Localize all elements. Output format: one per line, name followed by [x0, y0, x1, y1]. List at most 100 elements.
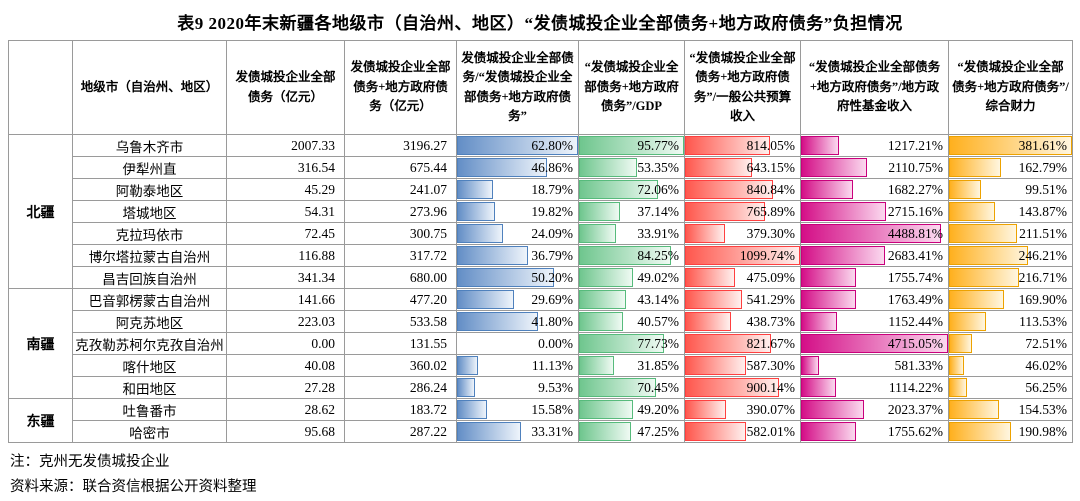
ratio-value: 1152.44%	[888, 313, 943, 329]
data-bar-gdp	[579, 378, 657, 397]
data-bar-gdp	[579, 334, 665, 353]
data-bar-fund-revenue	[801, 268, 856, 287]
ratio-value: 49.20%	[637, 401, 679, 417]
ratio-cell-comprehensive: 154.53%	[948, 398, 1073, 421]
ratio-cell-budget-revenue: 821.67%	[684, 332, 801, 355]
total-debt-cell: 131.55	[344, 332, 457, 355]
data-bar-budget-revenue	[685, 290, 742, 309]
ratio-value: 77.73%	[637, 335, 679, 351]
ratio-value: 4488.81%	[887, 225, 943, 241]
data-bar-debt-share	[457, 180, 494, 199]
ratio-value: 2683.41%	[887, 247, 943, 263]
ratio-value: 1114.22%	[888, 379, 943, 395]
city-cell: 和田地区	[72, 376, 227, 399]
ratio-value: 24.09%	[531, 225, 573, 241]
ratio-value: 581.33%	[894, 357, 943, 373]
data-bar-fund-revenue	[801, 290, 856, 309]
data-bar-debt-share	[457, 224, 504, 243]
table-row: 哈密市 95.68 287.22 33.31% 47.25% 582.01% 1755.62…	[9, 420, 1073, 443]
table-row: 南疆 巴音郭楞蒙古自治州 141.66 477.20 29.69% 43.14% 541.2…	[8, 288, 1073, 399]
data-bar-comprehensive	[949, 202, 996, 221]
debt-cell: 54.31	[226, 200, 345, 223]
debt-cell: 316.54	[226, 156, 345, 179]
ratio-cell-fund-revenue: 1682.27%	[800, 178, 949, 201]
ratio-cell-fund-revenue: 4715.05%	[800, 332, 949, 355]
debt-cell: 116.88	[226, 244, 345, 267]
ratio-cell-gdp: 37.14%	[578, 200, 685, 223]
data-bar-budget-revenue	[685, 422, 746, 441]
ratio-value: 438.73%	[746, 313, 795, 329]
ratio-cell-fund-revenue: 1152.44%	[800, 310, 949, 333]
data-bar-fund-revenue	[801, 422, 856, 441]
data-bar-debt-share	[457, 268, 554, 287]
data-bar-debt-share	[457, 422, 522, 441]
table-row: 塔城地区 54.31 273.96 19.82% 37.14% 765.89% 2715.1…	[9, 200, 1073, 223]
ratio-value: 49.02%	[637, 269, 679, 285]
ratio-value: 379.30%	[746, 225, 795, 241]
data-bar-debt-share	[457, 356, 479, 375]
region-cell: 南疆	[8, 288, 73, 399]
ratio-cell-comprehensive: 216.71%	[948, 266, 1073, 289]
ratio-cell-debt-share: 46.86%	[456, 156, 579, 179]
ratio-value: 190.98%	[1018, 423, 1067, 439]
data-bar-fund-revenue	[801, 180, 854, 199]
ratio-value: 169.90%	[1018, 291, 1067, 307]
data-bar-comprehensive	[949, 180, 982, 199]
city-cell: 哈密市	[72, 420, 227, 443]
debt-cell: 0.00	[226, 332, 345, 355]
data-bar-comprehensive	[949, 136, 1072, 155]
data-bar-budget-revenue	[685, 224, 725, 243]
ratio-cell-budget-revenue: 582.01%	[684, 420, 801, 443]
ratio-cell-budget-revenue: 643.15%	[684, 156, 801, 179]
table-row: 克拉玛依市 72.45 300.75 24.09% 33.91% 379.30% 4488.…	[9, 222, 1073, 245]
ratio-value: 821.67%	[746, 335, 795, 351]
ratio-value: 33.91%	[637, 225, 679, 241]
total-debt-cell: 360.02	[344, 354, 457, 377]
data-bar-gdp	[579, 224, 617, 243]
table-row: 阿勒泰地区 45.29 241.07 18.79% 72.06% 840.84% 1682.…	[9, 178, 1073, 201]
ratio-value: 40.57%	[637, 313, 679, 329]
ratio-cell-fund-revenue: 2715.16%	[800, 200, 949, 223]
ratio-cell-gdp: 47.25%	[578, 420, 685, 443]
total-debt-cell: 287.22	[344, 420, 457, 443]
ratio-value: 50.20%	[531, 269, 573, 285]
table-row: 和田地区 27.28 286.24 9.53% 70.45% 900.14% 1114.22…	[9, 376, 1073, 399]
ratio-value: 475.09%	[746, 269, 795, 285]
ratio-cell-fund-revenue: 581.33%	[800, 354, 949, 377]
data-bar-gdp	[579, 268, 633, 287]
ratio-value: 390.07%	[746, 401, 795, 417]
ratio-cell-comprehensive: 169.90%	[948, 288, 1073, 311]
data-bar-gdp	[579, 290, 627, 309]
table-row: 阿克苏地区 223.03 533.58 41.80% 40.57% 438.73% 1152…	[9, 310, 1073, 333]
data-bar-budget-revenue	[685, 312, 731, 331]
total-debt-cell: 533.58	[344, 310, 457, 333]
ratio-cell-gdp: 43.14%	[578, 288, 685, 311]
total-debt-cell: 317.72	[344, 244, 457, 267]
ratio-value: 95.77%	[637, 137, 679, 153]
total-debt-cell: 183.72	[344, 398, 457, 421]
ratio-cell-gdp: 70.45%	[578, 376, 685, 399]
ratio-cell-fund-revenue: 2023.37%	[800, 398, 949, 421]
ratio-value: 216.71%	[1018, 269, 1067, 285]
city-cell: 伊犁州直	[72, 156, 227, 179]
ratio-cell-budget-revenue: 587.30%	[684, 354, 801, 377]
ratio-value: 37.14%	[637, 203, 679, 219]
table-row: 博尔塔拉蒙古自治州 116.88 317.72 36.79% 84.25% 1099.74…	[9, 244, 1073, 267]
ratio-value: 154.53%	[1018, 401, 1067, 417]
data-bar-gdp	[579, 400, 633, 419]
data-bar-gdp	[579, 180, 658, 199]
ratio-cell-gdp: 95.77%	[578, 134, 685, 157]
ratio-cell-comprehensive: 246.21%	[948, 244, 1073, 267]
city-cell: 昌吉回族自治州	[72, 266, 227, 289]
ratio-value: 211.51%	[1019, 225, 1067, 241]
ratio-value: 11.13%	[531, 357, 573, 373]
data-bar-debt-share	[457, 136, 578, 155]
data-bar-comprehensive	[949, 224, 1018, 243]
ratio-cell-comprehensive: 113.53%	[948, 310, 1073, 333]
ratio-cell-gdp: 31.85%	[578, 354, 685, 377]
footnote-line: 注：克州无发债城投企业	[10, 454, 170, 470]
ratio-cell-gdp: 84.25%	[578, 244, 685, 267]
ratio-cell-comprehensive: 190.98%	[948, 420, 1073, 443]
data-bar-comprehensive	[949, 400, 999, 419]
ratio-cell-debt-share: 36.79%	[456, 244, 579, 267]
